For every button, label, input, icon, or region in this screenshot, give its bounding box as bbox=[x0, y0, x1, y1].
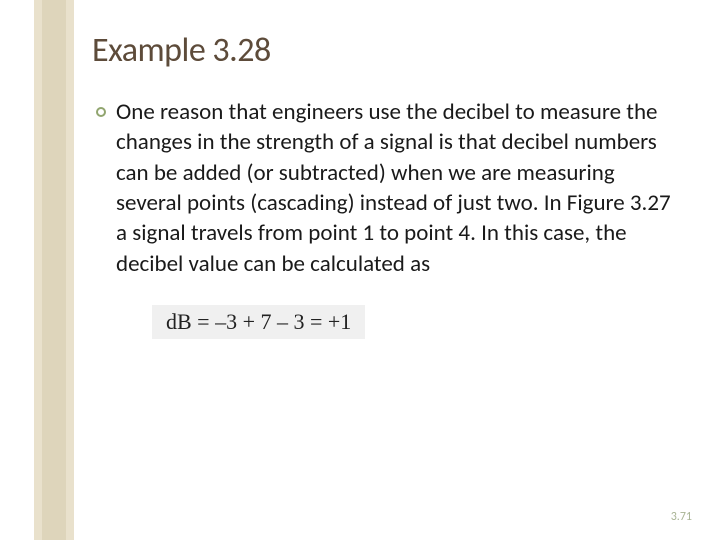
slide-content: Example 3.28 One reason that engineers u… bbox=[92, 30, 680, 339]
bullet-text: One reason that engineers use the decibe… bbox=[116, 97, 680, 279]
slide-title: Example 3.28 bbox=[92, 30, 680, 71]
decorative-stripe-inner bbox=[42, 0, 66, 540]
bullet-icon bbox=[96, 107, 106, 117]
page-number: 3.71 bbox=[671, 510, 692, 524]
equation-container: dB = –3 + 7 – 3 = +1 bbox=[92, 305, 680, 339]
equation-text: dB = –3 + 7 – 3 = +1 bbox=[152, 305, 365, 339]
bullet-row: One reason that engineers use the decibe… bbox=[92, 97, 680, 279]
